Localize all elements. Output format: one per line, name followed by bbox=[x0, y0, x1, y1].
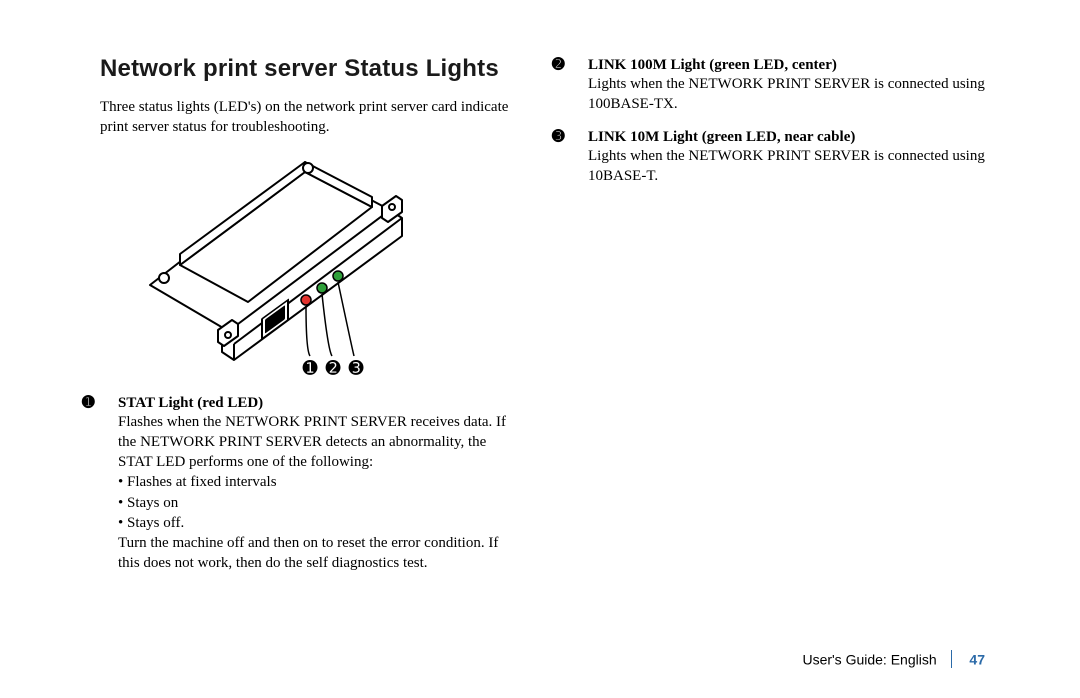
led-3 bbox=[333, 271, 343, 281]
page-title: Network print server Status Lights bbox=[100, 55, 520, 83]
callout-3: ➌ bbox=[348, 358, 363, 378]
item-1-bullets: Flashes at fixed intervals Stays on Stay… bbox=[100, 472, 520, 533]
item-1-title: ➊STAT Light (red LED) bbox=[100, 393, 520, 412]
item-2-num: ➋ bbox=[570, 55, 588, 73]
callout-1: ➊ bbox=[302, 358, 317, 378]
item-1-body2: Turn the machine off and then on to rese… bbox=[100, 533, 520, 574]
item-2-title: ➋LINK 100M Light (green LED, center) bbox=[570, 55, 990, 74]
printserver-diagram: ➊ ➋ ➌ bbox=[120, 150, 430, 380]
page-footer: User's Guide: English 47 bbox=[802, 650, 985, 668]
item-3-body: Lights when the NETWORK PRINT SERVER is … bbox=[570, 146, 990, 187]
item-3: ➌LINK 10M Light (green LED, near cable) … bbox=[570, 127, 990, 187]
printserver-figure: ➊ ➋ ➌ bbox=[120, 150, 520, 385]
item-3-num: ➌ bbox=[570, 127, 588, 145]
led-1 bbox=[301, 295, 311, 305]
item-3-title-text: LINK 10M Light (green LED, near cable) bbox=[588, 129, 855, 145]
item-2-title-text: LINK 100M Light (green LED, center) bbox=[588, 57, 837, 73]
intro-text: Three status lights (LED's) on the netwo… bbox=[100, 97, 520, 138]
bullet: Stays off. bbox=[118, 513, 520, 533]
footer-label: User's Guide: English bbox=[802, 651, 936, 667]
item-2: ➋LINK 100M Light (green LED, center) Lig… bbox=[570, 55, 990, 115]
footer-separator bbox=[951, 650, 952, 668]
callout-2: ➋ bbox=[325, 358, 340, 378]
right-column: ➋LINK 100M Light (green LED, center) Lig… bbox=[570, 55, 990, 600]
led-2 bbox=[317, 283, 327, 293]
item-2-body: Lights when the NETWORK PRINT SERVER is … bbox=[570, 74, 990, 115]
left-column: Network print server Status Lights Three… bbox=[100, 55, 520, 600]
footer-page-number: 47 bbox=[969, 651, 985, 667]
item-1-title-text: STAT Light (red LED) bbox=[118, 395, 263, 411]
item-1-body1: Flashes when the NETWORK PRINT SERVER re… bbox=[100, 412, 520, 473]
item-1: ➊STAT Light (red LED) Flashes when the N… bbox=[100, 393, 520, 574]
item-3-title: ➌LINK 10M Light (green LED, near cable) bbox=[570, 127, 990, 146]
item-1-num: ➊ bbox=[100, 393, 118, 411]
bullet: Flashes at fixed intervals bbox=[118, 472, 520, 492]
bullet: Stays on bbox=[118, 493, 520, 513]
